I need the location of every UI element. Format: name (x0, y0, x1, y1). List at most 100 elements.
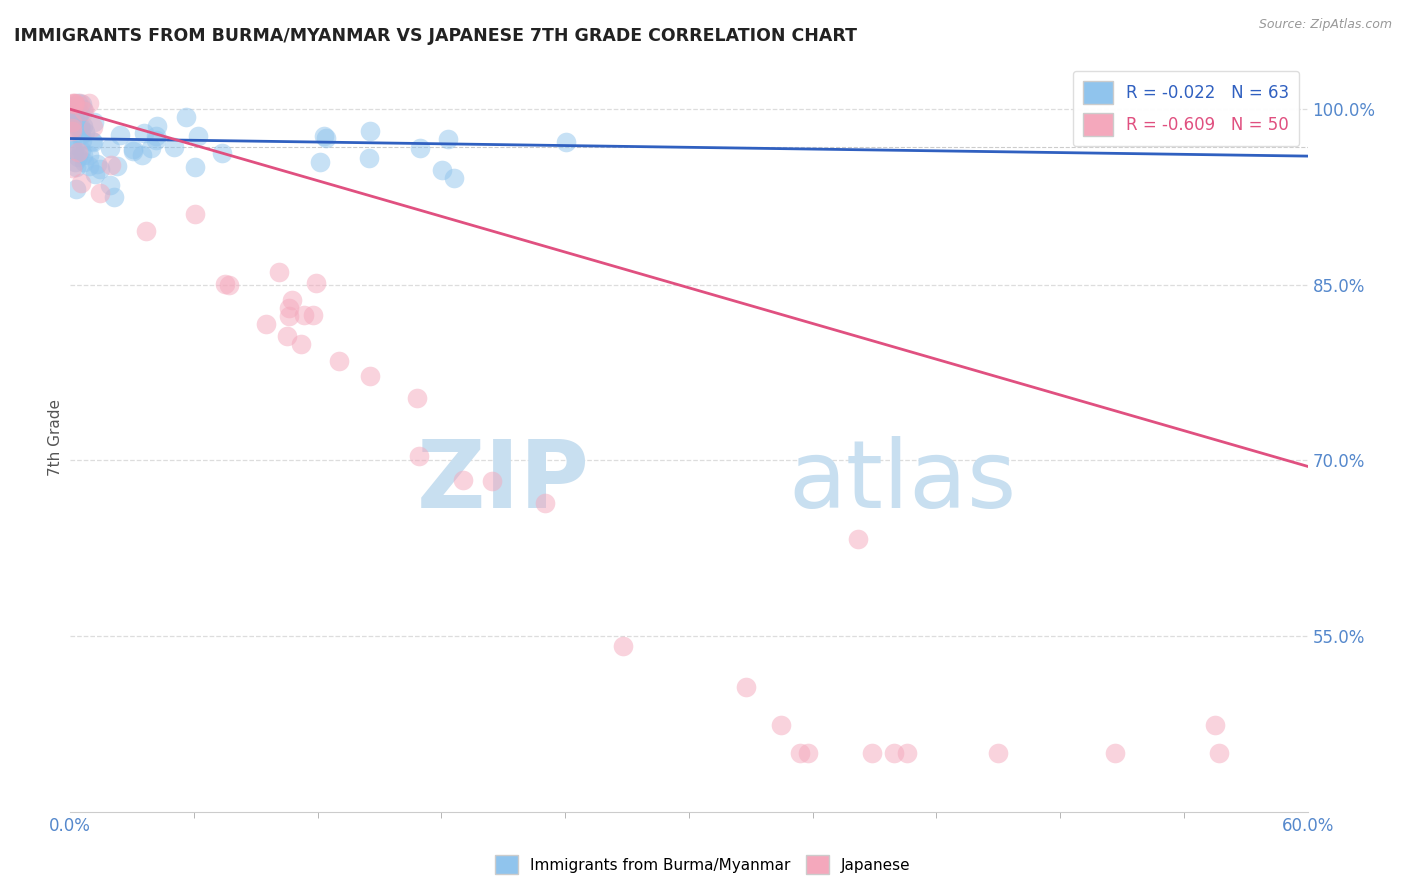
Point (75, 124, 97, 138)
Point (987, 746, 1010, 760)
Text: ZIP: ZIP (418, 436, 591, 528)
Point (60, 115, 83, 129)
Point (481, 474, 503, 488)
Point (409, 141, 432, 155)
Point (70, 143, 93, 157)
Point (860, 746, 883, 760)
Point (83, 115, 105, 129)
Point (65, 160, 87, 174)
Point (65, 155, 87, 169)
Point (63, 96, 86, 111)
Point (69, 106, 91, 120)
Text: Source: ZipAtlas.com: Source: ZipAtlas.com (1258, 18, 1392, 31)
Point (66, 108, 89, 122)
Point (277, 301, 299, 315)
Point (430, 162, 453, 177)
Point (84, 167, 107, 181)
Point (63, 96, 86, 111)
Legend: Immigrants from Burma/Myanmar, Japanese: Immigrants from Burma/Myanmar, Japanese (489, 849, 917, 880)
Point (281, 293, 304, 307)
Point (305, 276, 328, 290)
Point (65, 182, 87, 196)
Point (60, 136, 83, 151)
Point (443, 171, 465, 186)
Point (292, 308, 315, 322)
Point (60, 96, 83, 111)
Point (789, 746, 811, 760)
Point (145, 133, 167, 147)
Point (66, 96, 89, 111)
Point (309, 155, 332, 169)
Point (70, 133, 93, 147)
Point (184, 160, 207, 174)
Point (254, 318, 277, 332)
Point (82, 135, 104, 149)
Point (60, 124, 83, 138)
Point (60, 114, 83, 128)
Point (290, 337, 312, 351)
Point (797, 746, 820, 760)
Point (359, 151, 381, 165)
Point (60, 121, 83, 136)
Point (67, 150, 90, 164)
Point (1104, 746, 1126, 760)
Point (62, 118, 84, 132)
Point (146, 120, 169, 134)
Point (72, 119, 94, 133)
Point (69, 119, 91, 133)
Point (211, 145, 233, 160)
Point (89, 186, 111, 200)
Text: IMMIGRANTS FROM BURMA/MYANMAR VS JAPANESE 7TH GRADE CORRELATION CHART: IMMIGRANTS FROM BURMA/MYANMAR VS JAPANES… (14, 27, 858, 45)
Point (359, 368, 381, 383)
Point (72, 102, 94, 116)
Point (328, 354, 350, 368)
Point (72, 148, 94, 162)
Point (145, 129, 167, 144)
Point (63, 117, 86, 131)
Point (67, 145, 90, 160)
Point (451, 473, 474, 487)
Point (63, 143, 86, 157)
Point (98, 178, 121, 193)
Point (163, 140, 186, 154)
Point (1204, 718, 1226, 732)
Point (86, 156, 108, 170)
Point (883, 746, 905, 760)
Point (63, 110, 86, 124)
Point (73, 103, 96, 118)
Point (277, 309, 299, 323)
Point (315, 130, 337, 145)
Legend: R = -0.022   N = 63, R = -0.609   N = 50: R = -0.022 N = 63, R = -0.609 N = 50 (1073, 70, 1299, 146)
Point (770, 718, 793, 732)
Point (269, 265, 291, 279)
Point (80, 134, 103, 148)
Point (131, 147, 153, 161)
Point (437, 132, 460, 146)
Point (735, 681, 758, 695)
Point (302, 309, 325, 323)
Point (184, 206, 207, 220)
Point (89, 161, 111, 176)
Point (218, 277, 240, 292)
Point (77, 147, 100, 161)
Point (108, 128, 131, 142)
Point (63, 97, 86, 112)
Point (554, 136, 576, 150)
Point (98, 140, 121, 154)
Point (139, 141, 162, 155)
Point (60, 161, 83, 175)
Point (405, 391, 427, 405)
Point (60, 99, 83, 113)
Point (60, 142, 83, 156)
Point (174, 111, 197, 125)
Point (70, 128, 93, 142)
Point (100, 158, 122, 172)
Point (122, 142, 145, 156)
Point (276, 328, 298, 343)
Point (65, 120, 87, 134)
Point (1208, 746, 1230, 760)
Point (121, 145, 143, 159)
Point (408, 449, 430, 463)
Point (105, 159, 128, 173)
Point (312, 128, 335, 143)
